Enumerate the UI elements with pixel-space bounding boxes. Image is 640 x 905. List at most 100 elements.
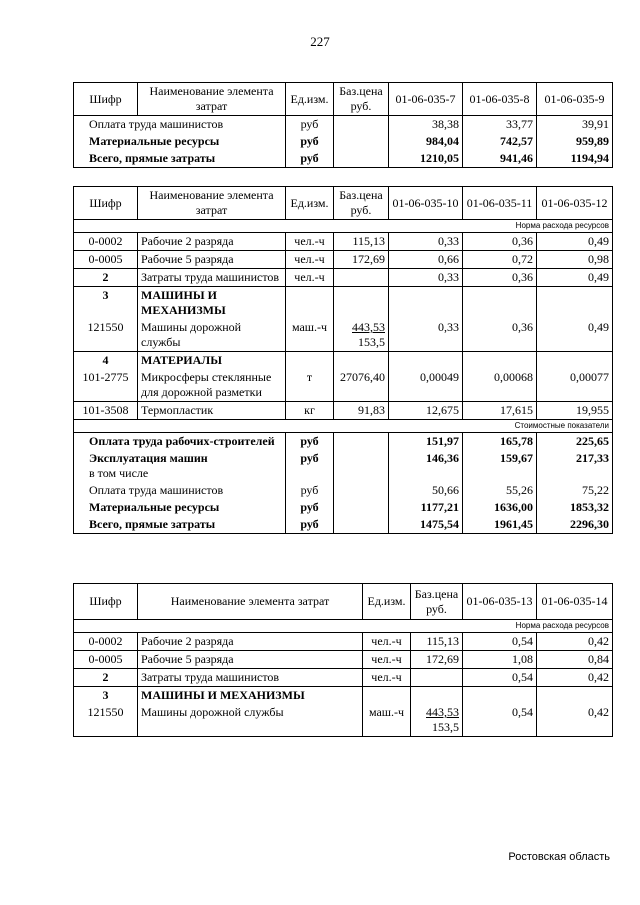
price-cell bbox=[333, 286, 389, 319]
table: Шифр Наименование элемента затрат Ед.изм. Б… bbox=[73, 583, 613, 737]
unit-cell: чел.-ч bbox=[362, 650, 411, 669]
unit: чел.-ч bbox=[294, 270, 325, 284]
name: Оплата труда машинистов bbox=[89, 117, 224, 131]
unit: чел.-ч bbox=[371, 652, 402, 666]
price-cell bbox=[333, 432, 389, 450]
code-cell: 0-0005 bbox=[73, 250, 138, 269]
value-cell: 959,89 bbox=[536, 133, 613, 150]
unit-cell bbox=[362, 686, 411, 704]
value: 742,57 bbox=[500, 134, 533, 148]
value: 0,36 bbox=[512, 270, 533, 284]
column-header: Ед.изм. bbox=[362, 583, 411, 620]
name: Рабочие 5 разряда bbox=[141, 652, 234, 666]
value-cell: 0,98 bbox=[536, 250, 613, 269]
value-cell bbox=[462, 286, 537, 319]
name-cell: Всего, прямые затраты bbox=[73, 516, 286, 534]
code-cell: 121550 bbox=[73, 704, 138, 737]
code: 121550 bbox=[87, 320, 124, 334]
name: Машины дорожной службы bbox=[141, 320, 242, 349]
value: 0,00068 bbox=[494, 370, 533, 384]
row: Оплата труда машинистов руб 50,66 55,26 75,2… bbox=[73, 482, 613, 499]
code: 0-0002 bbox=[88, 634, 123, 648]
price: 443,53 bbox=[352, 320, 385, 334]
value-cell: 0,42 bbox=[536, 668, 613, 687]
row: 2 Затраты труда машинистов чел.-ч 0,33 0,36 0… bbox=[73, 268, 613, 287]
value-cell: 0,36 bbox=[462, 268, 537, 287]
value: 0,00049 bbox=[420, 370, 459, 384]
value: 19,955 bbox=[576, 403, 609, 417]
unit-cell bbox=[285, 351, 334, 369]
name-cell: Термопластик bbox=[137, 401, 286, 420]
name: Рабочие 2 разряда bbox=[141, 634, 234, 648]
price-cell bbox=[410, 668, 463, 687]
value-cell: 0,49 bbox=[536, 319, 613, 352]
name-cell: Машины дорожной службы bbox=[137, 704, 363, 737]
price-cell bbox=[333, 150, 389, 168]
footer: Ростовская область bbox=[508, 851, 610, 863]
price: 115,13 bbox=[352, 234, 385, 248]
code-cell: 4 bbox=[73, 351, 138, 369]
value-cell: 0,00077 bbox=[536, 369, 613, 402]
section-label-row: Норма расхода ресурсов bbox=[73, 619, 613, 633]
unit-cell: чел.-ч bbox=[285, 232, 334, 251]
name-cell: Затраты труда машинистов bbox=[137, 268, 286, 287]
name-cell: МАШИНЫ И МЕХАНИЗМЫ bbox=[137, 286, 286, 319]
name: Термопластик bbox=[141, 403, 214, 417]
name-cell: МАТЕРИАЛЫ bbox=[137, 351, 286, 369]
value: 159,67 bbox=[500, 451, 533, 465]
value-cell: 742,57 bbox=[462, 133, 537, 150]
row: Оплата труда рабочих-строителей руб 151,97… bbox=[73, 432, 613, 450]
unit-cell: маш.-ч bbox=[362, 704, 411, 737]
value-cell: 0,72 bbox=[462, 250, 537, 269]
value-cell: 217,33 bbox=[536, 450, 613, 482]
row: 4 МАТЕРИАЛЫ bbox=[73, 351, 613, 369]
price-note: 153,5 bbox=[358, 335, 385, 349]
value-cell: 33,77 bbox=[462, 115, 537, 133]
value-cell bbox=[536, 686, 613, 704]
name-note: в том числе bbox=[89, 466, 149, 480]
name: Оплата труда машинистов bbox=[89, 483, 224, 497]
column-header: Ед.изм. bbox=[285, 82, 334, 116]
value: 0,49 bbox=[588, 270, 609, 284]
row: 2 Затраты труда машинистов чел.-ч 0,54 0,42 bbox=[73, 668, 613, 687]
value-cell: 75,22 bbox=[536, 482, 613, 499]
section-label: Норма расхода ресурсов bbox=[73, 219, 613, 233]
name: Микросферы стеклянные для дорожной разме… bbox=[141, 370, 272, 399]
value: 984,04 bbox=[426, 134, 459, 148]
value-cell: 1636,00 bbox=[462, 499, 537, 516]
name-cell: Машины дорожной службы bbox=[137, 319, 286, 352]
name-cell: Затраты труда машинистов bbox=[137, 668, 363, 687]
value: 225,65 bbox=[576, 434, 609, 448]
column-header: Шифр bbox=[73, 82, 138, 116]
column-header: Наименование элемента затрат bbox=[137, 82, 286, 116]
row: 0-0005 Рабочие 5 разряда чел.-ч 172,69 0,66 0… bbox=[73, 250, 613, 269]
unit-cell: кг bbox=[285, 401, 334, 420]
unit: маш.-ч bbox=[291, 320, 328, 334]
name: Оплата труда рабочих-строителей bbox=[89, 434, 275, 448]
value: 0,33 bbox=[438, 270, 459, 284]
value-cell: 0,84 bbox=[536, 650, 613, 669]
value: 217,33 bbox=[576, 451, 609, 465]
name: Эксплуатация машин bbox=[89, 451, 208, 465]
price-cell bbox=[333, 482, 389, 499]
unit-cell: т bbox=[285, 369, 334, 402]
name: Всего, прямые затраты bbox=[89, 151, 216, 165]
value-cell: 1961,45 bbox=[462, 516, 537, 534]
code-cell: 0-0002 bbox=[73, 632, 138, 651]
value: 17,615 bbox=[500, 403, 533, 417]
value: 0,42 bbox=[588, 634, 609, 648]
value: 0,66 bbox=[438, 252, 459, 266]
value: 1961,45 bbox=[494, 517, 533, 531]
code: 3 bbox=[102, 288, 109, 302]
value-cell: 1210,05 bbox=[388, 150, 463, 168]
price-cell bbox=[333, 115, 389, 133]
name-cell: Эксплуатация машин в том числе bbox=[73, 450, 286, 482]
price: 27076,40 bbox=[340, 370, 385, 384]
price-cell: 172,69 bbox=[410, 650, 463, 669]
price-cell: 115,13 bbox=[333, 232, 389, 251]
price: 172,69 bbox=[426, 652, 459, 666]
name: Рабочие 5 разряда bbox=[141, 252, 234, 266]
value: 0,49 bbox=[588, 234, 609, 248]
unit-cell: чел.-ч bbox=[285, 250, 334, 269]
row: Всего, прямые затраты руб 1210,05 941,46 119… bbox=[73, 150, 613, 168]
